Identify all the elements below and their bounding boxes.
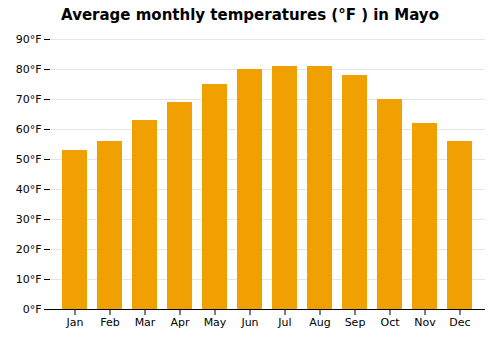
- svg-text:Nov: Nov: [414, 316, 436, 329]
- svg-text:Oct: Oct: [380, 316, 400, 329]
- svg-text:90°F: 90°F: [16, 33, 42, 46]
- svg-text:May: May: [204, 316, 227, 329]
- svg-text:Sep: Sep: [345, 316, 366, 329]
- svg-text:10°F: 10°F: [16, 273, 42, 286]
- svg-text:0°F: 0°F: [23, 303, 42, 316]
- svg-text:Mar: Mar: [135, 316, 156, 329]
- svg-text:Apr: Apr: [170, 316, 190, 329]
- svg-text:Aug: Aug: [309, 316, 330, 329]
- svg-text:Jul: Jul: [277, 316, 291, 329]
- svg-text:20°F: 20°F: [16, 243, 42, 256]
- svg-text:60°F: 60°F: [16, 123, 42, 136]
- svg-text:40°F: 40°F: [16, 183, 42, 196]
- svg-text:Dec: Dec: [449, 316, 470, 329]
- html-text:Average monthly temperatures (: Average monthly temperatures (°F ) in Ma…: [61, 6, 439, 24]
- svg-text:30°F: 30°F: [16, 213, 42, 226]
- svg-text:50°F: 50°F: [16, 153, 42, 166]
- svg-text:70°F: 70°F: [16, 93, 42, 106]
- svg-text:Feb: Feb: [100, 316, 119, 329]
- svg-text:Jun: Jun: [240, 316, 258, 329]
- svg-text:80°F: 80°F: [16, 63, 42, 76]
- svg-text:Jan: Jan: [66, 316, 84, 329]
